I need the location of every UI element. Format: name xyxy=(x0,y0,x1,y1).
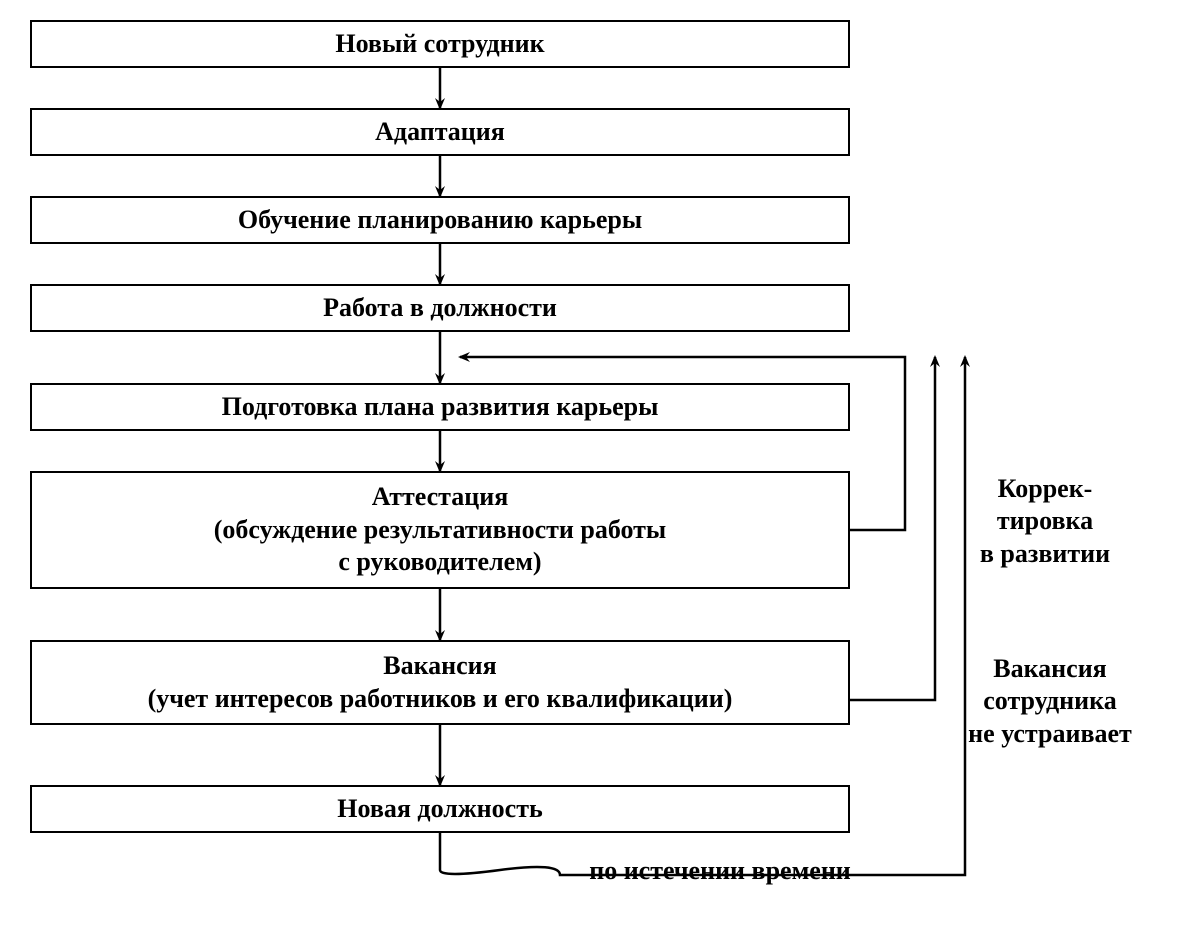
edge-label-after-time: по истечении времени xyxy=(555,855,885,888)
node-label: Подготовка плана развития карьеры xyxy=(222,391,659,424)
node-career-dev-plan: Подготовка плана развития карьеры xyxy=(30,383,850,431)
node-label: Вакансия (учет интересов работников и ег… xyxy=(148,650,733,715)
node-label: Новый сотрудник xyxy=(335,28,544,61)
side-label-text: Вакансия сотрудника не устраивает xyxy=(968,654,1132,748)
node-label: Адаптация xyxy=(375,116,505,149)
node-attestation: Аттестация (обсуждение результативности … xyxy=(30,471,850,589)
node-new-position: Новая должность xyxy=(30,785,850,833)
node-career-planning-training: Обучение планированию карьеры xyxy=(30,196,850,244)
node-adaptation: Адаптация xyxy=(30,108,850,156)
node-new-employee: Новый сотрудник xyxy=(30,20,850,68)
side-label-text: Коррек- тировка в развитии xyxy=(980,474,1110,568)
node-label: Обучение планированию карьеры xyxy=(238,204,642,237)
flowchart-canvas: Новый сотрудник Адаптация Обучение плани… xyxy=(0,0,1196,941)
node-label: Аттестация (обсуждение результативности … xyxy=(214,481,667,579)
node-vacancy: Вакансия (учет интересов работников и ег… xyxy=(30,640,850,725)
node-label: Новая должность xyxy=(337,793,542,826)
node-work-in-position: Работа в должности xyxy=(30,284,850,332)
node-label: Работа в должности xyxy=(323,292,557,325)
edge-label-text: по истечении времени xyxy=(589,856,851,885)
side-label-correction: Коррек- тировка в развитии xyxy=(920,440,1170,570)
side-label-vacancy-unsuitable: Вакансия сотрудника не устраивает xyxy=(920,620,1180,750)
